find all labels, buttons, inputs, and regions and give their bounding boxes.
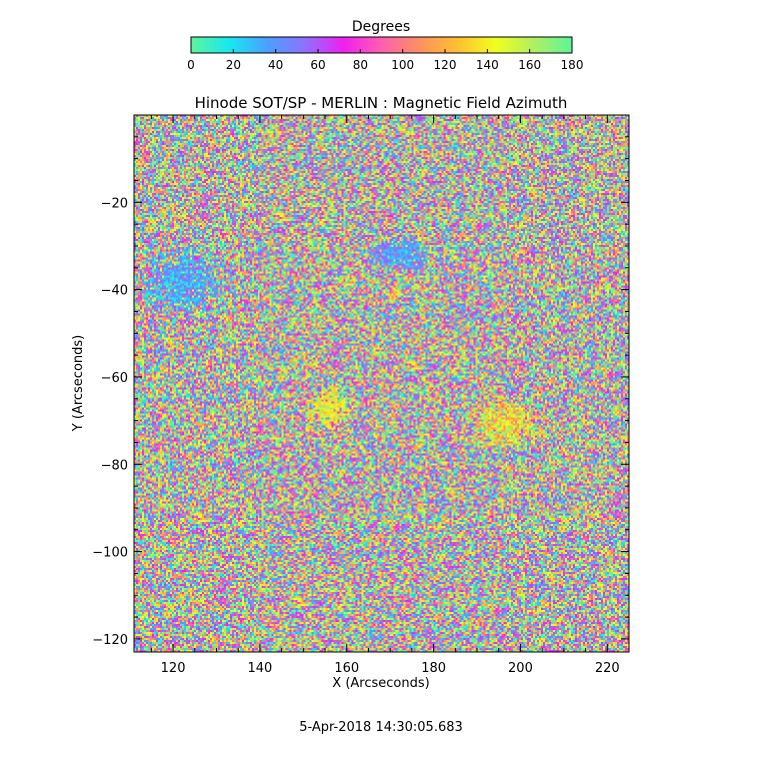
colorbar-tick-label: 140 [476, 58, 499, 72]
y-tick-label: −100 [92, 546, 128, 561]
x-tick-label: 200 [508, 661, 533, 676]
colorbar-ticks: 0 20 40 60 80 100 120 140 160 180 [187, 49, 583, 72]
colorbar-tick-label: 0 [187, 58, 195, 72]
colorbar-tick-label: 80 [353, 58, 368, 72]
colorbar-tick-label: 160 [518, 58, 541, 72]
x-tick-label: 180 [421, 661, 446, 676]
timestamp: 5-Apr-2018 14:30:05.683 [299, 720, 463, 735]
y-tick-label: −60 [101, 371, 128, 386]
y-axis-label: Y (Arcseconds) [71, 335, 86, 432]
x-tick-label: 160 [334, 661, 359, 676]
colorbar-tick-label: 60 [310, 58, 325, 72]
x-tick-label: 120 [161, 661, 186, 676]
colorbar-tick-label: 40 [268, 58, 283, 72]
y-tick-label: −20 [101, 196, 128, 211]
x-tick-label: 220 [595, 661, 620, 676]
x-tick-label: 140 [248, 661, 273, 676]
colorbar-tick-label: 120 [434, 58, 457, 72]
x-axis: 120 140 160 180 200 220 [150, 115, 630, 676]
colorbar: Degrees 0 20 40 60 80 100 120 140 160 180 [187, 19, 583, 72]
colorbar-tick-label: 100 [391, 58, 414, 72]
plot-area: 120 140 160 180 200 220 −20 −40 −60 −80 −100 −120 [92, 114, 630, 676]
plot-frame [133, 114, 630, 653]
colorbar-tick-label: 20 [226, 58, 241, 72]
colorbar-tick-label: 180 [561, 58, 584, 72]
colorbar-gradient [190, 36, 573, 54]
chart-title: Hinode SOT/SP - MERLIN : Magnetic Field … [195, 94, 568, 112]
x-axis-label: X (Arcseconds) [332, 676, 429, 691]
y-axis: −20 −40 −60 −80 −100 −120 [92, 136, 629, 648]
azimuth-heatmap [134, 115, 629, 652]
y-tick-label: −40 [101, 284, 128, 299]
y-tick-label: −80 [101, 458, 128, 473]
colorbar-label: Degrees [352, 19, 410, 35]
y-tick-label: −120 [92, 633, 128, 648]
